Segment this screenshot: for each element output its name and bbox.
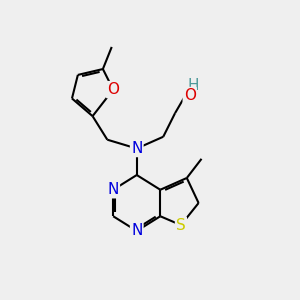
Text: H: H [188,78,199,93]
Text: N: N [107,182,119,197]
Text: O: O [184,88,196,103]
Text: S: S [176,218,186,232]
Text: O: O [107,82,119,97]
Text: N: N [131,141,142,156]
Text: N: N [131,224,142,238]
